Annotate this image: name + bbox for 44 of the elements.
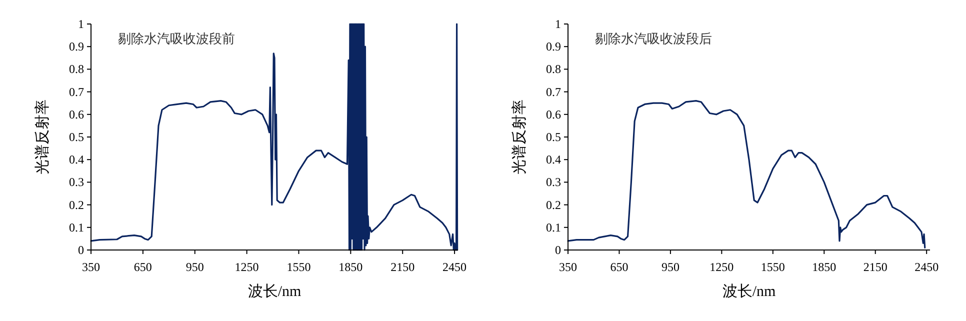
y-tick-label: 0.4 (69, 152, 84, 167)
x-tick-label: 2150 (390, 260, 415, 274)
y-tick-label: 0.7 (546, 84, 561, 99)
y-tick-label: 0.7 (69, 84, 84, 99)
x-tick-label: 2450 (914, 260, 939, 274)
x-tick-label: 2450 (442, 260, 467, 274)
y-axis-title: 光谱反射率 (34, 100, 51, 174)
y-tick-label: 0.1 (546, 220, 561, 234)
x-tick-label: 650 (610, 260, 628, 274)
y-tick-label: 1 (555, 17, 561, 31)
y-tick-label: 0.3 (546, 175, 561, 190)
y-tick-label: 0.9 (546, 40, 561, 54)
y-tick-label: 0.2 (546, 198, 561, 212)
y-tick-label: 0.2 (69, 198, 84, 212)
x-tick-label: 950 (186, 260, 204, 274)
y-tick-label: 0.5 (546, 130, 561, 144)
y-tick-label: 0.1 (69, 220, 84, 234)
y-tick-label: 0.3 (69, 175, 84, 190)
y-tick-label: 1 (78, 17, 84, 31)
y-tick-label: 0.5 (69, 130, 84, 144)
annotation: 剔除水汽吸收波段前 (118, 31, 235, 46)
y-tick-label: 0.8 (69, 62, 84, 76)
x-axis-title: 波长/nm (722, 283, 776, 300)
x-tick-label: 1250 (710, 260, 734, 274)
y-tick-label: 0.4 (546, 152, 561, 167)
x-tick-label: 1550 (286, 260, 311, 274)
y-tick-label: 0.6 (546, 107, 561, 122)
x-tick-label: 1250 (234, 260, 259, 274)
x-axis-title: 波长/nm (248, 283, 302, 300)
y-tick-label: 0.6 (69, 107, 84, 122)
x-tick-label: 2150 (863, 260, 888, 274)
x-tick-label: 350 (559, 260, 577, 274)
x-tick-label: 1850 (812, 260, 836, 274)
x-tick-label: 950 (661, 260, 680, 274)
annotation: 剔除水汽吸收波段后 (595, 31, 712, 46)
x-tick-label: 650 (134, 260, 152, 274)
y-tick-label: 0.9 (69, 40, 84, 54)
x-tick-label: 350 (82, 260, 100, 274)
y-tick-label: 0 (78, 243, 84, 257)
y-tick-label: 0.8 (546, 62, 561, 76)
y-tick-label: 0 (555, 243, 561, 257)
x-tick-label: 1550 (760, 260, 785, 274)
y-axis-title: 光谱反射率 (511, 100, 528, 174)
x-tick-label: 1850 (338, 260, 363, 274)
